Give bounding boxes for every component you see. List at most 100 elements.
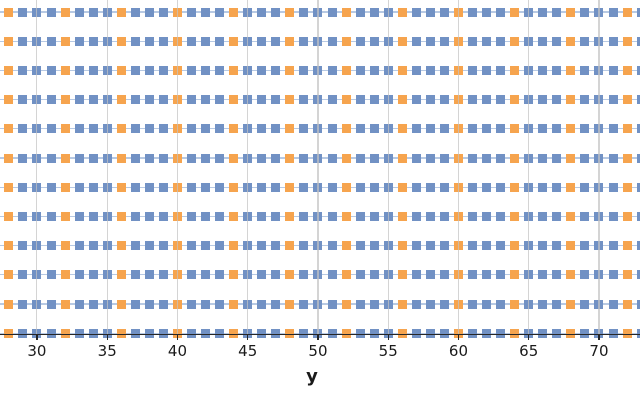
marker-blue-square [257,65,267,75]
marker-orange-square [622,299,632,309]
marker-blue-square [411,211,421,221]
marker-blue-square [439,241,449,251]
marker-blue-square [187,241,196,251]
marker-blue-square [257,211,267,221]
x-axis-tick [387,334,389,340]
marker-blue-square [88,7,98,17]
vertical-gridline [387,0,389,335]
marker-blue-square [482,328,492,338]
marker-blue-square [187,270,196,280]
marker-blue-square [271,299,281,309]
marker-blue-square [538,65,548,75]
marker-blue-square [327,182,337,192]
marker-blue-square [299,95,309,105]
marker-orange-square [566,65,576,75]
marker-orange-square [285,65,295,75]
marker-orange-square [622,95,632,105]
marker-orange-square [510,211,520,221]
marker-orange-square [622,328,632,338]
marker-orange-square [397,211,407,221]
marker-blue-square [187,124,196,134]
marker-blue-square [439,36,449,46]
marker-blue-square [144,153,154,163]
marker-blue-square [552,124,562,134]
x-axis-tick [176,334,179,340]
marker-blue-square [355,153,365,163]
marker-blue-square [369,36,379,46]
marker-blue-square [425,270,435,280]
marker-blue-square [215,36,225,46]
marker-blue-square [88,124,98,134]
marker-blue-square [18,7,28,17]
marker-blue-square [552,153,562,163]
marker-blue-square [468,211,478,221]
marker-blue-square [327,328,337,338]
marker-blue-square [369,182,379,192]
marker-orange-square [285,270,295,280]
marker-blue-square [496,65,506,75]
marker-orange-square [622,211,632,221]
marker-blue-square [411,270,421,280]
marker-orange-square [116,153,126,163]
marker-blue-square [327,153,337,163]
marker-blue-square [88,95,98,105]
marker-orange-square [397,65,407,75]
marker-orange-square [60,299,70,309]
marker-orange-square [622,7,632,17]
marker-blue-square [482,153,492,163]
marker-orange-square [116,241,126,251]
marker-blue-square [411,65,421,75]
marker-blue-square [439,182,449,192]
vertical-gridline [36,0,38,335]
marker-blue-square [482,124,492,134]
marker-blue-square [130,241,140,251]
marker-blue-square [552,95,562,105]
marker-blue-square [46,124,56,134]
marker-blue-square [144,182,154,192]
marker-orange-square [60,270,70,280]
marker-blue-square [425,211,435,221]
marker-orange-square [60,124,70,134]
marker-blue-square [496,211,506,221]
marker-orange-square [341,270,351,280]
marker-blue-square [158,270,168,280]
marker-blue-square [425,95,435,105]
marker-blue-square [468,36,478,46]
marker-orange-square [60,211,70,221]
marker-blue-square [327,7,337,17]
marker-blue-square [355,182,365,192]
marker-blue-square [299,36,309,46]
vertical-gridline [176,0,178,335]
marker-orange-square [60,241,70,251]
marker-blue-square [88,65,98,75]
marker-blue-square [439,153,449,163]
marker-orange-square [341,182,351,192]
marker-orange-square [285,182,295,192]
marker-blue-square [271,241,281,251]
marker-blue-square [468,65,478,75]
marker-blue-square [482,7,492,17]
marker-blue-square [299,241,309,251]
marker-blue-square [327,270,337,280]
marker-orange-square [341,124,351,134]
marker-orange-square [566,36,576,46]
marker-orange-square [229,270,239,280]
marker-blue-square [411,299,421,309]
x-tick-label: 65 [519,342,539,360]
marker-orange-square [4,211,14,221]
marker-blue-square [130,299,140,309]
marker-blue-square [580,153,590,163]
x-axis-tick [317,334,319,340]
marker-orange-square [510,270,520,280]
marker-blue-square [538,299,548,309]
marker-orange-square [4,153,14,163]
marker-orange-square [622,36,632,46]
marker-orange-square [229,241,239,251]
marker-blue-square [636,328,640,338]
marker-orange-square [4,36,14,46]
marker-blue-square [636,95,640,105]
marker-blue-square [425,65,435,75]
x-tick-label: 70 [589,342,609,360]
marker-blue-square [482,36,492,46]
marker-blue-square [355,270,365,280]
